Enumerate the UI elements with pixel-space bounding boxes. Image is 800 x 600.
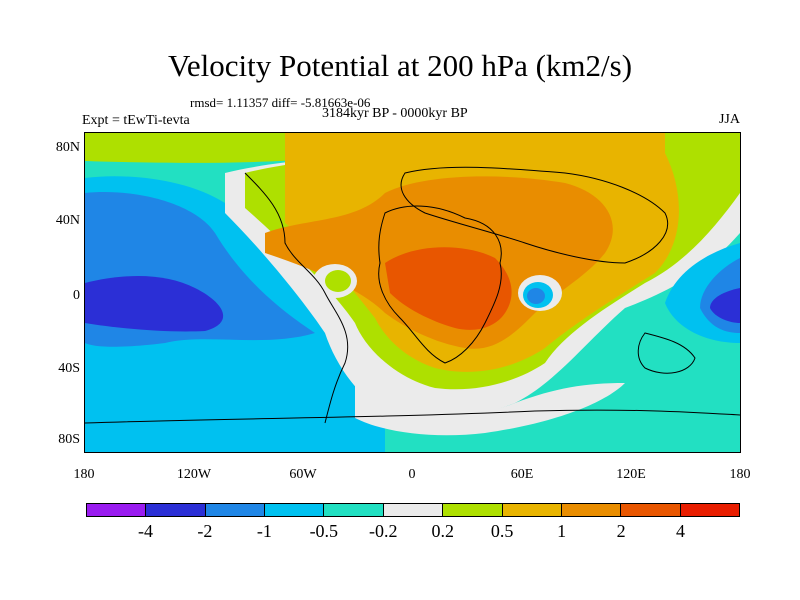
colorbar-label: -2: [197, 521, 213, 541]
period-label: 3184kyr BP - 0000kyr BP: [322, 106, 468, 121]
x-tick-label: 180: [73, 467, 95, 482]
rmsd-diff-stats: rmsd= 1.11357 diff= -5.81663e-06: [190, 95, 371, 110]
x-tick-label: 60E: [510, 467, 534, 482]
x-tick-label: 120E: [616, 467, 646, 482]
colorbar-label: 1: [557, 521, 567, 541]
x-tick-label: 60W: [289, 467, 317, 482]
colorbar-label: -4: [137, 521, 153, 541]
colorbar-swatch: [621, 504, 681, 516]
colorbar: [86, 503, 740, 517]
velocity-potential-map: [85, 133, 740, 452]
colorbar-swatch: [324, 504, 384, 516]
colorbar-swatch: [265, 504, 325, 516]
season-label: JJA: [718, 112, 740, 127]
y-tick-label: 80N: [55, 140, 80, 155]
x-tick-label: 120W: [176, 467, 212, 482]
colorbar-label: 0.5: [490, 521, 514, 541]
strong-positive-africa: [385, 247, 512, 330]
colorbar-swatch: [205, 504, 266, 516]
colorbar-swatch: [383, 504, 444, 516]
colorbar-swatch: [146, 504, 206, 516]
experiment-label: Expt = tEwTi-tevta: [82, 113, 190, 128]
colorbar-swatch: [502, 504, 562, 516]
colorbar-swatch: [443, 504, 503, 516]
colorbar-label: -1: [256, 521, 272, 541]
colorbar-label: 2: [616, 521, 626, 541]
colorbar-swatch: [680, 504, 739, 516]
southern-neutral-band: [355, 383, 625, 436]
atlantic-weak-positive: [325, 270, 351, 292]
x-tick-label: 180: [729, 467, 751, 482]
coastlines: [85, 166, 740, 424]
west-pacific-strong-negative: [710, 288, 740, 323]
colorbar-label: -0.5: [309, 521, 339, 541]
colorbar-label: 0.2: [431, 521, 454, 541]
colorbar-swatch: [561, 504, 622, 516]
map-plot-area: [84, 132, 741, 453]
y-tick-label: 40N: [55, 213, 80, 228]
indian-ocean-negative: [527, 288, 545, 304]
y-tick-label: 40S: [58, 361, 80, 376]
chart-title: Velocity Potential at 200 hPa (km2/s): [167, 48, 633, 83]
colorbar-swatch: [87, 504, 147, 516]
pacific-strong-negative: [85, 276, 224, 332]
y-tick-label: 0: [73, 288, 80, 303]
colorbar-label: -0.2: [369, 521, 398, 541]
x-tick-label: 0: [408, 467, 416, 482]
y-tick-label: 80S: [58, 432, 80, 447]
colorbar-label: 4: [676, 521, 686, 541]
